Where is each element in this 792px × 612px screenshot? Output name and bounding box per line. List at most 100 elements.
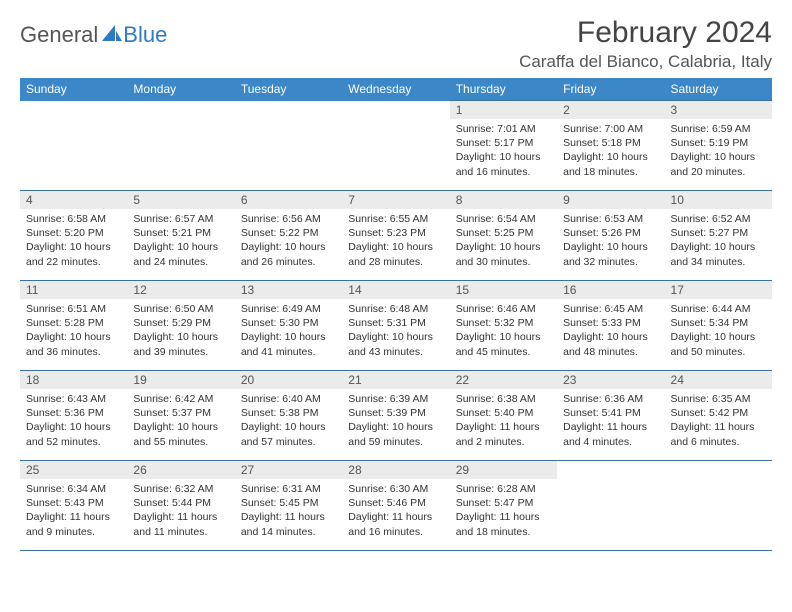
day-body: Sunrise: 6:52 AMSunset: 5:27 PMDaylight:… bbox=[665, 209, 772, 273]
day-header: Tuesday bbox=[235, 78, 342, 101]
calendar-row: 11Sunrise: 6:51 AMSunset: 5:28 PMDayligh… bbox=[20, 281, 772, 371]
empty-cell bbox=[20, 101, 127, 191]
title-block: February 2024 Caraffa del Bianco, Calabr… bbox=[519, 16, 772, 72]
day-number: 2 bbox=[557, 101, 664, 119]
day-number: 11 bbox=[20, 281, 127, 299]
day-body: Sunrise: 6:42 AMSunset: 5:37 PMDaylight:… bbox=[127, 389, 234, 453]
day-number: 3 bbox=[665, 101, 772, 119]
day-number: 12 bbox=[127, 281, 234, 299]
day-body: Sunrise: 7:00 AMSunset: 5:18 PMDaylight:… bbox=[557, 119, 664, 183]
day-number: 23 bbox=[557, 371, 664, 389]
day-header: Friday bbox=[557, 78, 664, 101]
day-cell: 1Sunrise: 7:01 AMSunset: 5:17 PMDaylight… bbox=[450, 101, 557, 191]
day-body: Sunrise: 6:43 AMSunset: 5:36 PMDaylight:… bbox=[20, 389, 127, 453]
day-cell: 4Sunrise: 6:58 AMSunset: 5:20 PMDaylight… bbox=[20, 191, 127, 281]
day-number: 28 bbox=[342, 461, 449, 479]
day-number: 24 bbox=[665, 371, 772, 389]
day-number: 8 bbox=[450, 191, 557, 209]
day-body: Sunrise: 6:35 AMSunset: 5:42 PMDaylight:… bbox=[665, 389, 772, 453]
logo: General Blue bbox=[20, 16, 167, 48]
day-number: 17 bbox=[665, 281, 772, 299]
day-body: Sunrise: 6:34 AMSunset: 5:43 PMDaylight:… bbox=[20, 479, 127, 543]
day-number: 16 bbox=[557, 281, 664, 299]
day-cell: 6Sunrise: 6:56 AMSunset: 5:22 PMDaylight… bbox=[235, 191, 342, 281]
day-body: Sunrise: 6:32 AMSunset: 5:44 PMDaylight:… bbox=[127, 479, 234, 543]
day-cell: 11Sunrise: 6:51 AMSunset: 5:28 PMDayligh… bbox=[20, 281, 127, 371]
calendar-body: 1Sunrise: 7:01 AMSunset: 5:17 PMDaylight… bbox=[20, 101, 772, 551]
day-cell: 20Sunrise: 6:40 AMSunset: 5:38 PMDayligh… bbox=[235, 371, 342, 461]
empty-cell bbox=[557, 461, 664, 551]
day-cell: 22Sunrise: 6:38 AMSunset: 5:40 PMDayligh… bbox=[450, 371, 557, 461]
day-cell: 7Sunrise: 6:55 AMSunset: 5:23 PMDaylight… bbox=[342, 191, 449, 281]
empty-cell bbox=[342, 101, 449, 191]
day-cell: 27Sunrise: 6:31 AMSunset: 5:45 PMDayligh… bbox=[235, 461, 342, 551]
day-body: Sunrise: 6:38 AMSunset: 5:40 PMDaylight:… bbox=[450, 389, 557, 453]
day-number: 21 bbox=[342, 371, 449, 389]
day-body: Sunrise: 6:45 AMSunset: 5:33 PMDaylight:… bbox=[557, 299, 664, 363]
day-body: Sunrise: 6:54 AMSunset: 5:25 PMDaylight:… bbox=[450, 209, 557, 273]
day-body: Sunrise: 6:48 AMSunset: 5:31 PMDaylight:… bbox=[342, 299, 449, 363]
day-cell: 16Sunrise: 6:45 AMSunset: 5:33 PMDayligh… bbox=[557, 281, 664, 371]
day-body: Sunrise: 6:59 AMSunset: 5:19 PMDaylight:… bbox=[665, 119, 772, 183]
day-cell: 13Sunrise: 6:49 AMSunset: 5:30 PMDayligh… bbox=[235, 281, 342, 371]
month-title: February 2024 bbox=[519, 16, 772, 50]
day-cell: 8Sunrise: 6:54 AMSunset: 5:25 PMDaylight… bbox=[450, 191, 557, 281]
location: Caraffa del Bianco, Calabria, Italy bbox=[519, 52, 772, 72]
day-header: Wednesday bbox=[342, 78, 449, 101]
day-cell: 15Sunrise: 6:46 AMSunset: 5:32 PMDayligh… bbox=[450, 281, 557, 371]
header: General Blue February 2024 Caraffa del B… bbox=[20, 16, 772, 72]
day-cell: 12Sunrise: 6:50 AMSunset: 5:29 PMDayligh… bbox=[127, 281, 234, 371]
day-cell: 5Sunrise: 6:57 AMSunset: 5:21 PMDaylight… bbox=[127, 191, 234, 281]
day-header-row: SundayMondayTuesdayWednesdayThursdayFrid… bbox=[20, 78, 772, 101]
day-number: 14 bbox=[342, 281, 449, 299]
day-body: Sunrise: 6:30 AMSunset: 5:46 PMDaylight:… bbox=[342, 479, 449, 543]
day-cell: 23Sunrise: 6:36 AMSunset: 5:41 PMDayligh… bbox=[557, 371, 664, 461]
day-body: Sunrise: 6:31 AMSunset: 5:45 PMDaylight:… bbox=[235, 479, 342, 543]
day-cell: 25Sunrise: 6:34 AMSunset: 5:43 PMDayligh… bbox=[20, 461, 127, 551]
day-body: Sunrise: 6:57 AMSunset: 5:21 PMDaylight:… bbox=[127, 209, 234, 273]
day-body: Sunrise: 6:44 AMSunset: 5:34 PMDaylight:… bbox=[665, 299, 772, 363]
day-body: Sunrise: 6:49 AMSunset: 5:30 PMDaylight:… bbox=[235, 299, 342, 363]
day-cell: 14Sunrise: 6:48 AMSunset: 5:31 PMDayligh… bbox=[342, 281, 449, 371]
day-cell: 3Sunrise: 6:59 AMSunset: 5:19 PMDaylight… bbox=[665, 101, 772, 191]
day-cell: 18Sunrise: 6:43 AMSunset: 5:36 PMDayligh… bbox=[20, 371, 127, 461]
day-number: 22 bbox=[450, 371, 557, 389]
day-body: Sunrise: 7:01 AMSunset: 5:17 PMDaylight:… bbox=[450, 119, 557, 183]
day-number: 10 bbox=[665, 191, 772, 209]
day-number: 20 bbox=[235, 371, 342, 389]
day-number: 1 bbox=[450, 101, 557, 119]
day-header: Saturday bbox=[665, 78, 772, 101]
logo-text-blue: Blue bbox=[123, 22, 167, 48]
day-number: 4 bbox=[20, 191, 127, 209]
calendar-row: 18Sunrise: 6:43 AMSunset: 5:36 PMDayligh… bbox=[20, 371, 772, 461]
day-body: Sunrise: 6:40 AMSunset: 5:38 PMDaylight:… bbox=[235, 389, 342, 453]
day-cell: 24Sunrise: 6:35 AMSunset: 5:42 PMDayligh… bbox=[665, 371, 772, 461]
day-number: 9 bbox=[557, 191, 664, 209]
day-number: 25 bbox=[20, 461, 127, 479]
day-cell: 9Sunrise: 6:53 AMSunset: 5:26 PMDaylight… bbox=[557, 191, 664, 281]
calendar-table: SundayMondayTuesdayWednesdayThursdayFrid… bbox=[20, 78, 772, 551]
day-body: Sunrise: 6:55 AMSunset: 5:23 PMDaylight:… bbox=[342, 209, 449, 273]
day-number: 27 bbox=[235, 461, 342, 479]
day-number: 13 bbox=[235, 281, 342, 299]
day-cell: 10Sunrise: 6:52 AMSunset: 5:27 PMDayligh… bbox=[665, 191, 772, 281]
logo-sail-icon bbox=[102, 24, 122, 47]
day-header: Thursday bbox=[450, 78, 557, 101]
calendar-row: 1Sunrise: 7:01 AMSunset: 5:17 PMDaylight… bbox=[20, 101, 772, 191]
day-body: Sunrise: 6:51 AMSunset: 5:28 PMDaylight:… bbox=[20, 299, 127, 363]
day-header: Monday bbox=[127, 78, 234, 101]
day-body: Sunrise: 6:53 AMSunset: 5:26 PMDaylight:… bbox=[557, 209, 664, 273]
day-number: 15 bbox=[450, 281, 557, 299]
day-cell: 29Sunrise: 6:28 AMSunset: 5:47 PMDayligh… bbox=[450, 461, 557, 551]
day-body: Sunrise: 6:58 AMSunset: 5:20 PMDaylight:… bbox=[20, 209, 127, 273]
day-header: Sunday bbox=[20, 78, 127, 101]
day-number: 7 bbox=[342, 191, 449, 209]
day-body: Sunrise: 6:46 AMSunset: 5:32 PMDaylight:… bbox=[450, 299, 557, 363]
calendar-row: 4Sunrise: 6:58 AMSunset: 5:20 PMDaylight… bbox=[20, 191, 772, 281]
day-cell: 26Sunrise: 6:32 AMSunset: 5:44 PMDayligh… bbox=[127, 461, 234, 551]
empty-cell bbox=[127, 101, 234, 191]
day-cell: 19Sunrise: 6:42 AMSunset: 5:37 PMDayligh… bbox=[127, 371, 234, 461]
logo-text-general: General bbox=[20, 22, 98, 48]
day-number: 6 bbox=[235, 191, 342, 209]
day-number: 5 bbox=[127, 191, 234, 209]
